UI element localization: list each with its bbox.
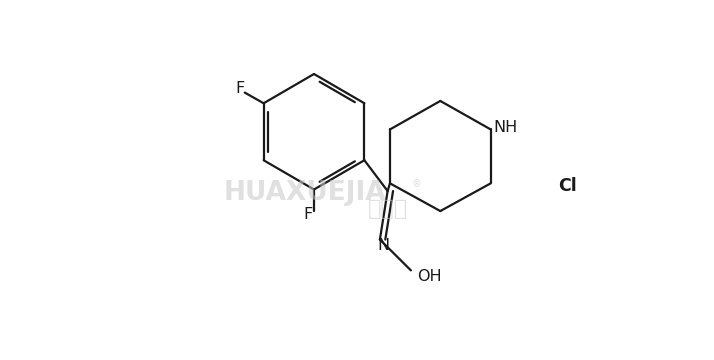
Text: OH: OH bbox=[417, 269, 442, 284]
Text: HUAXUEJIA: HUAXUEJIA bbox=[223, 180, 386, 206]
Text: F: F bbox=[236, 81, 245, 96]
Text: ®: ® bbox=[411, 179, 421, 189]
Text: F: F bbox=[303, 207, 313, 222]
Text: NH: NH bbox=[493, 120, 517, 135]
Text: N: N bbox=[378, 238, 390, 253]
Text: 化学加: 化学加 bbox=[368, 199, 408, 219]
Text: Cl: Cl bbox=[558, 177, 578, 195]
